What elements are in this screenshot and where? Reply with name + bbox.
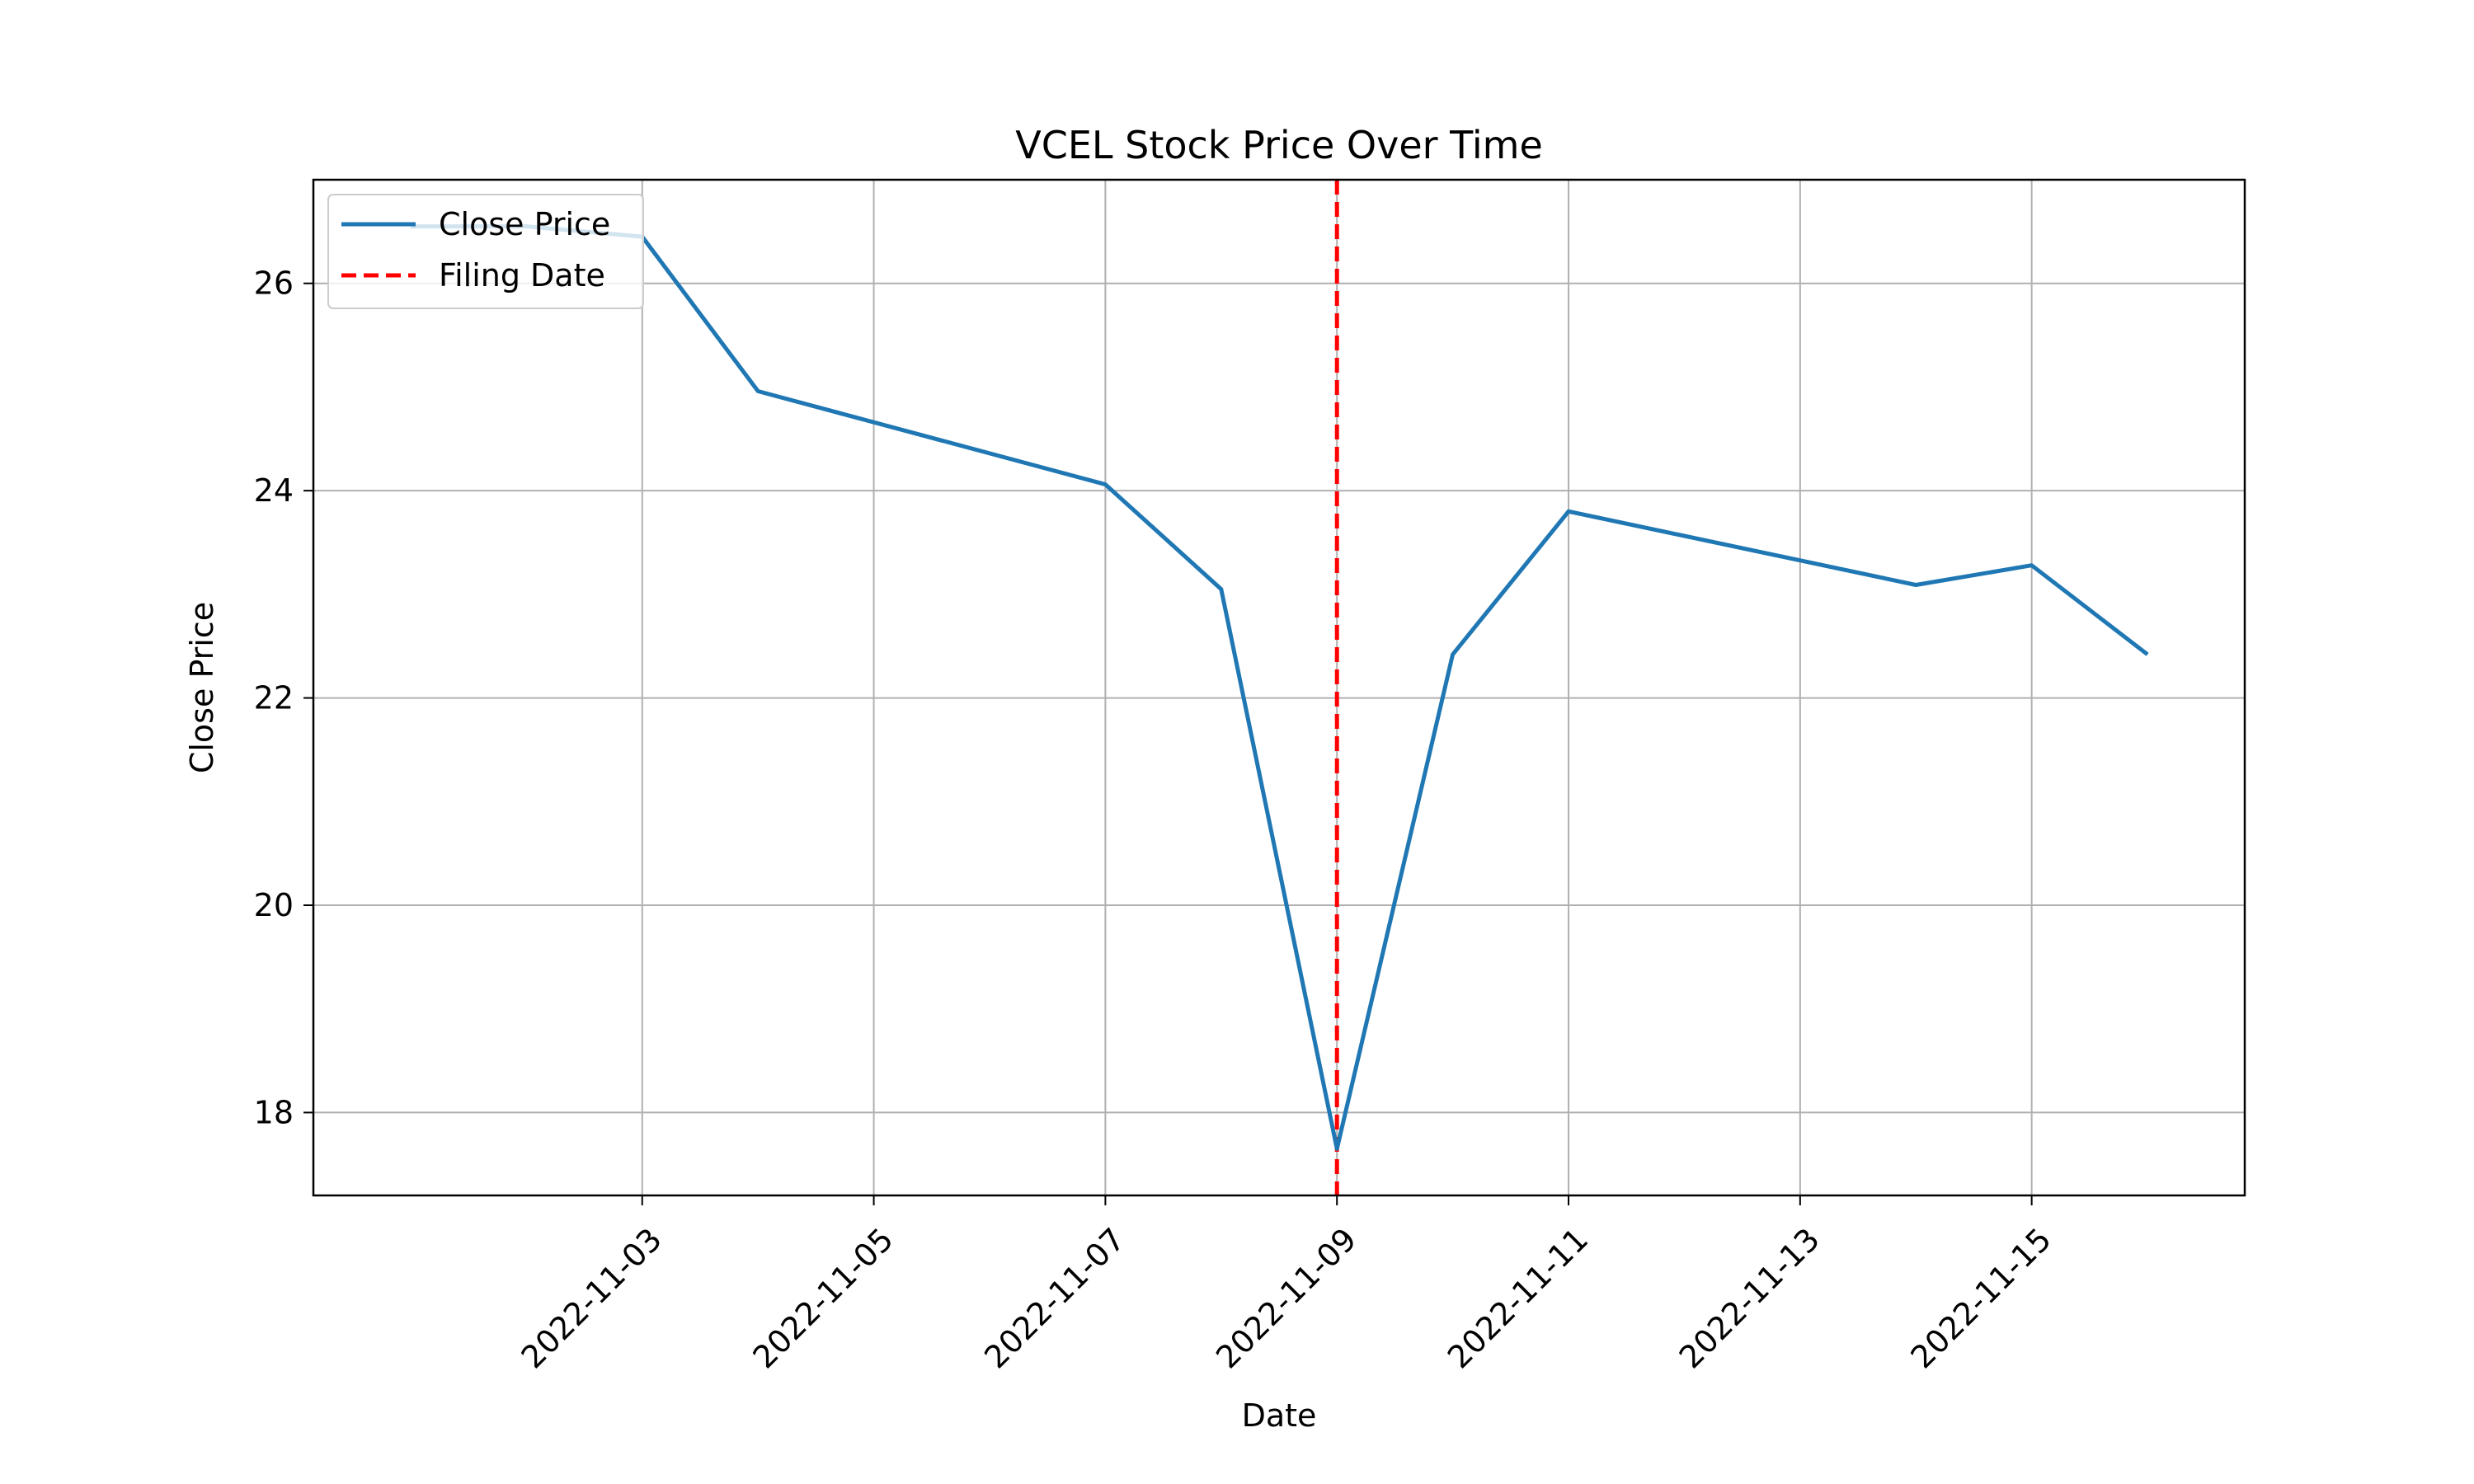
y-tick-label: 20 [254,887,294,923]
y-axis-label: Close Price [184,602,220,773]
legend: Close Price Filing Date [327,194,644,309]
y-tick-label: 22 [254,680,294,716]
chart-title: VCEL Stock Price Over Time [1015,123,1543,167]
legend-label-filing-date: Filing Date [439,257,605,294]
y-tick-label: 18 [254,1094,294,1130]
grid [313,180,2245,1195]
y-tick-label: 24 [254,472,294,509]
plot-frame [312,178,2246,1197]
x-axis-label: Date [1242,1397,1317,1434]
legend-label-close-price: Close Price [439,206,610,242]
y-tick-label: 26 [254,265,294,302]
y-axis-ticks: 18 20 22 24 26 [254,265,313,1130]
